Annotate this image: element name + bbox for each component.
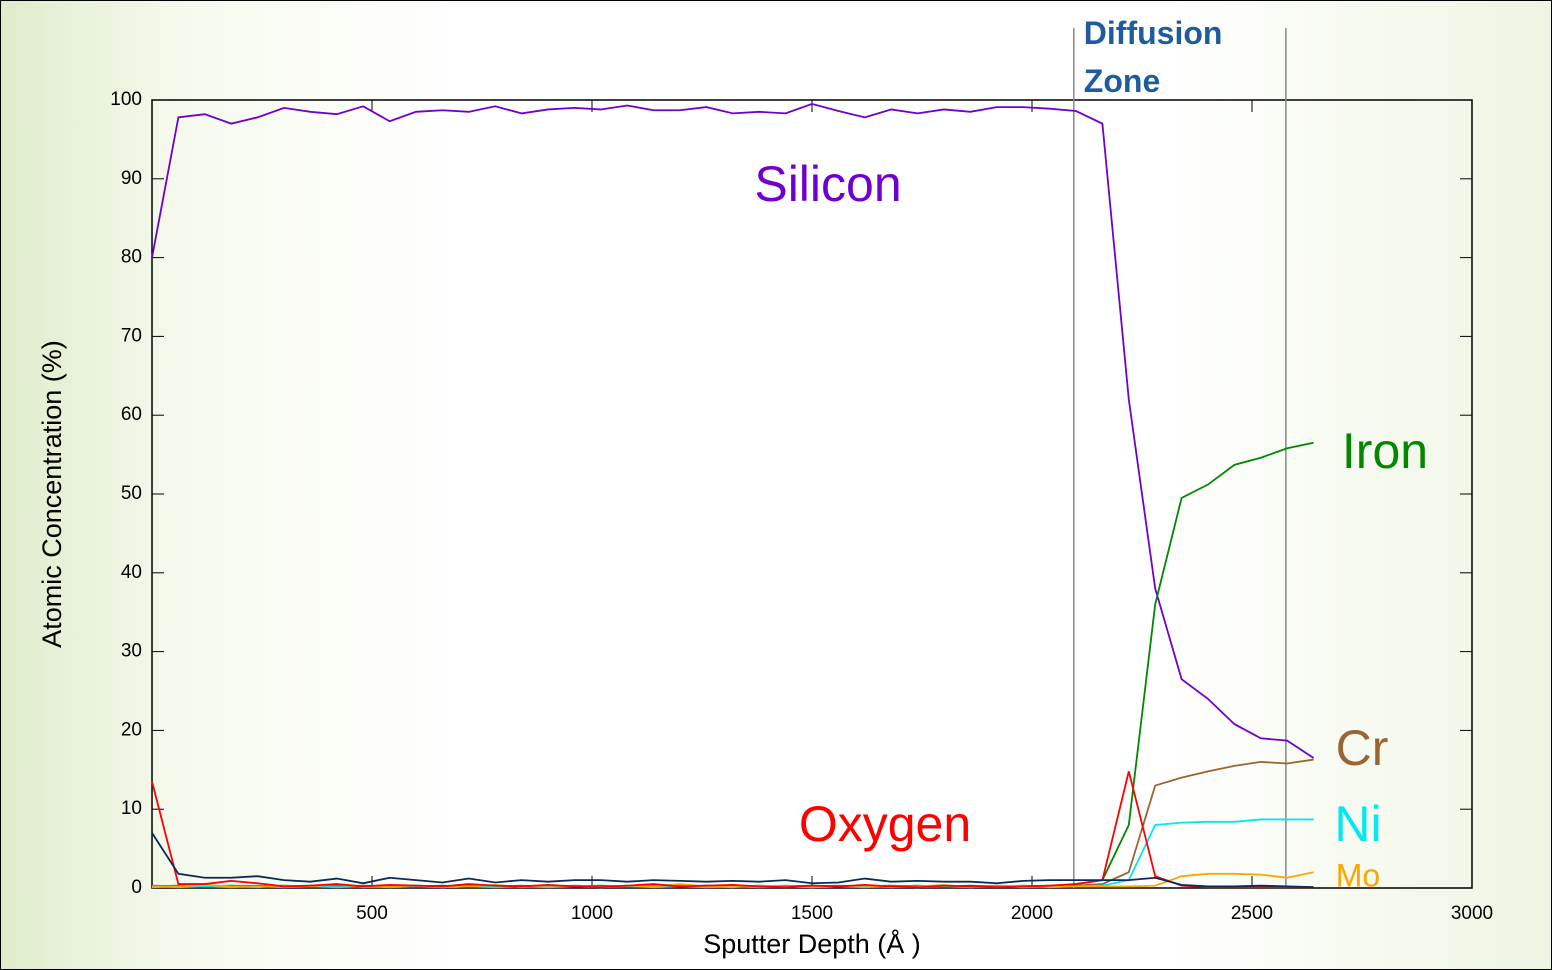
series-line	[151, 832, 1314, 889]
series-label: Oxygen	[799, 796, 971, 852]
series-line	[151, 102, 1315, 759]
x-tick-label: 2000	[1011, 903, 1053, 924]
series-label: Mo	[1336, 857, 1380, 893]
series-line	[151, 758, 1314, 888]
series-label: Ni	[1334, 796, 1381, 852]
y-tick-label: 90	[121, 168, 142, 189]
y-tick-label: 10	[121, 798, 142, 819]
y-tick-label: 20	[121, 719, 142, 740]
x-tick-label: 500	[356, 903, 388, 924]
y-tick-label: 60	[121, 404, 142, 425]
x-tick-label: 2500	[1231, 903, 1273, 924]
y-tick-label: 50	[121, 483, 142, 504]
y-tick-label: 40	[121, 562, 142, 583]
series-line	[151, 818, 1314, 889]
x-axis-label: Sputter Depth (Å )	[703, 928, 921, 959]
y-tick-label: 70	[121, 325, 142, 346]
series-label: Silicon	[754, 156, 901, 212]
x-tick-label: 3000	[1451, 903, 1493, 924]
y-tick-label: 100	[110, 89, 142, 110]
y-tick-label: 0	[131, 877, 142, 898]
y-tick-label: 80	[121, 247, 142, 268]
x-tick-label: 1500	[791, 903, 833, 924]
series-line	[151, 441, 1314, 888]
plot-area	[151, 99, 1473, 889]
y-tick-label: 30	[121, 641, 142, 662]
series-label: Iron	[1342, 423, 1428, 479]
series-label: Cr	[1336, 720, 1389, 776]
y-axis-label: Atomic Concentration (%)	[37, 340, 67, 648]
zone-label: Diffusion Zone	[1084, 15, 1223, 99]
series-line	[151, 771, 1314, 889]
x-tick-label: 1000	[571, 903, 613, 924]
